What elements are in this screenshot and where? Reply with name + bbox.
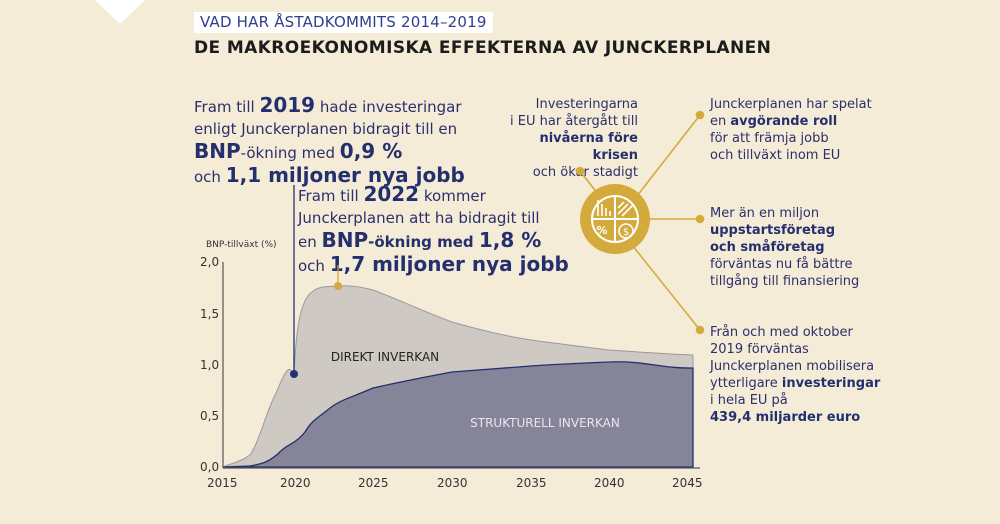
structural-impact-area xyxy=(222,361,694,468)
callout-2022: Fram till 2022 kommer Junckerplanen att … xyxy=(298,182,569,276)
annotation-2022-dot xyxy=(334,282,342,290)
y-tick: 1,5 xyxy=(200,307,220,321)
fact-mobilise: Från och med oktober 2019 förväntas Junc… xyxy=(710,325,881,425)
finance-chart-icon: % $ xyxy=(580,184,650,254)
y-tick: 2,0 xyxy=(200,255,220,269)
y-tick: 0,0 xyxy=(200,460,220,474)
x-tick: 2030 xyxy=(437,476,468,490)
page-title: DE MAKROEKONOMISKA EFFEKTERNA AV JUNCKER… xyxy=(194,38,772,58)
x-tick: 2025 xyxy=(358,476,389,490)
fact-startups: Mer än en miljon uppstartsföretag och sm… xyxy=(710,206,860,289)
y-tick: 0,5 xyxy=(200,409,220,423)
fact-investments: Investeringarna i EU har återgått till n… xyxy=(510,97,638,180)
x-tick: 2040 xyxy=(594,476,625,490)
annotation-2019-dot xyxy=(290,370,298,378)
svg-text:%: % xyxy=(596,224,607,237)
corner-notch xyxy=(95,0,145,24)
x-tick: 2045 xyxy=(672,476,703,490)
x-tick: 2015 xyxy=(207,476,238,490)
svg-text:$: $ xyxy=(623,227,629,238)
callout-2019: Fram till 2019 hade investeringar enligt… xyxy=(194,93,465,187)
kicker-label: VAD HAR ÅSTADKOMMITS 2014–2019 xyxy=(194,12,493,33)
y-tick: 1,0 xyxy=(200,358,220,372)
fact-role: Junckerplanen har spelat en avgörande ro… xyxy=(710,97,872,163)
structural-impact-label: STRUKTURELL INVERKAN xyxy=(470,416,620,430)
direct-impact-label: DIREKT INVERKAN xyxy=(331,350,439,364)
x-tick: 2020 xyxy=(280,476,311,490)
x-tick: 2035 xyxy=(516,476,547,490)
y-axis-title: BNP-tillväxt (%) xyxy=(206,240,277,250)
